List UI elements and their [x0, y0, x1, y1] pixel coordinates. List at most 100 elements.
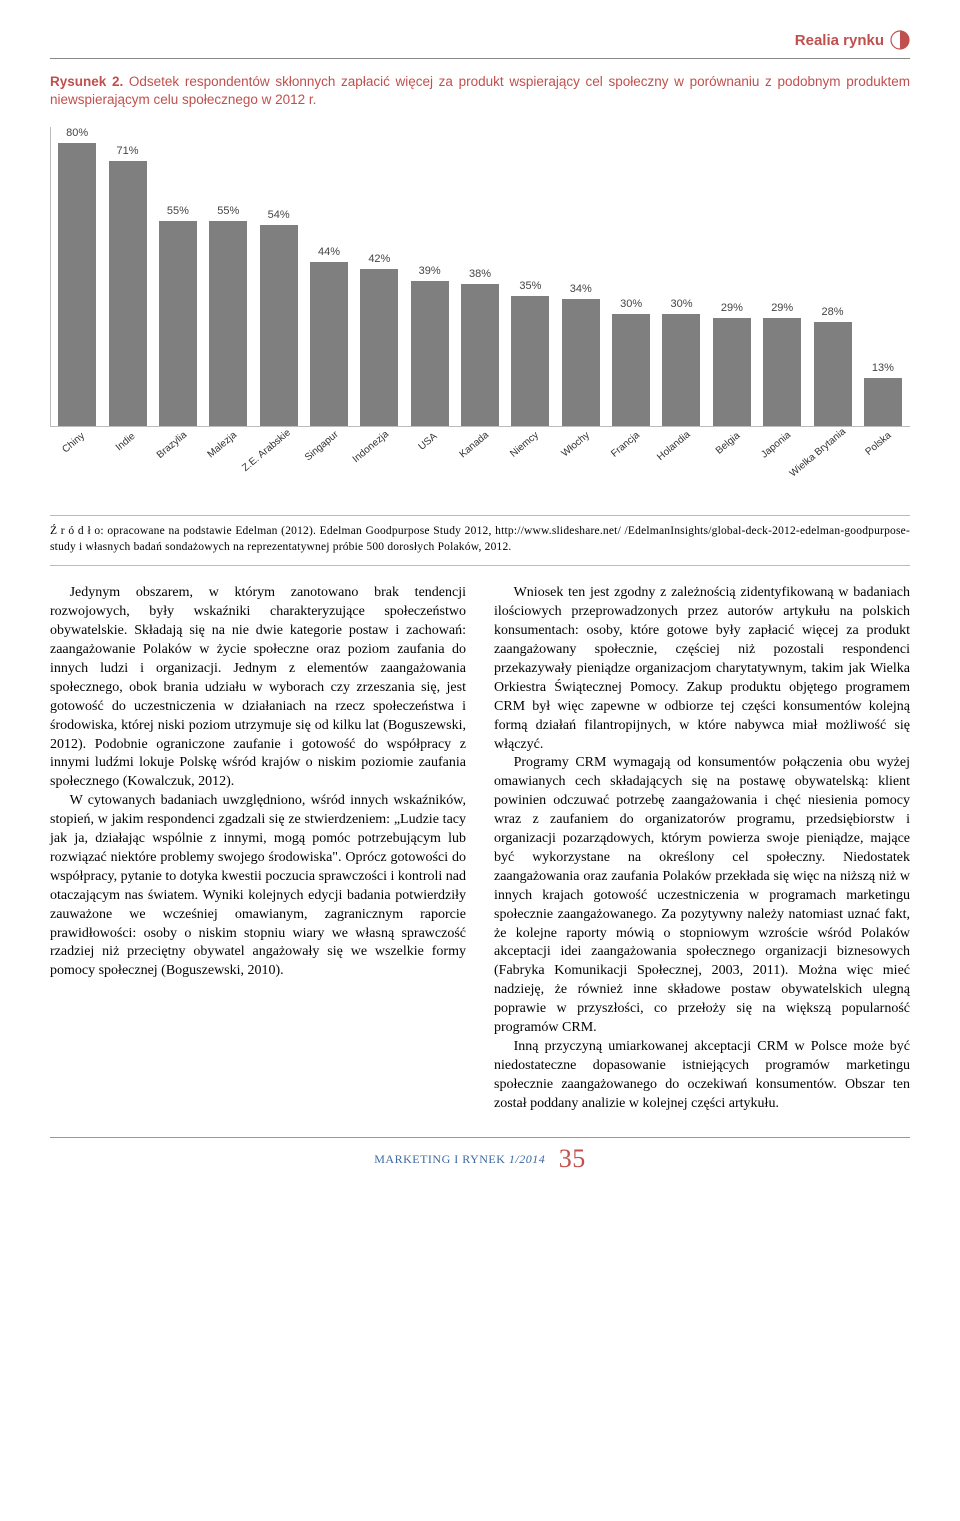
bar-value-label: 13% — [872, 362, 894, 374]
bar-value-label: 71% — [117, 145, 139, 157]
x-tick: Holandia — [658, 433, 704, 497]
bar-value-label: 54% — [268, 209, 290, 221]
bar-value-label: 42% — [368, 253, 390, 265]
bar-value-label: 30% — [620, 298, 642, 310]
figure-caption: Rysunek 2. Odsetek respondentów skłonnyc… — [50, 73, 910, 109]
divider — [50, 565, 910, 566]
bar-rect — [461, 284, 499, 426]
x-tick: Belgia — [709, 433, 755, 497]
bar-value-label: 55% — [167, 205, 189, 217]
source-note: Ź r ó d ł o: opracowane na podstawie Ede… — [50, 524, 910, 555]
x-tick-label: USA — [416, 431, 439, 453]
x-tick: Wielka Brytania — [809, 433, 855, 497]
bar-rect — [360, 269, 398, 426]
bar-rect — [310, 262, 348, 426]
paragraph: Programy CRM wymagają od konsumentów poł… — [494, 754, 910, 1037]
x-tick-label: Chiny — [61, 431, 88, 456]
bar-rect — [864, 378, 902, 427]
bar-rect — [814, 322, 852, 427]
x-tick-label: Malezja — [206, 430, 239, 461]
bar: 42% — [356, 127, 402, 426]
bar-value-label: 35% — [519, 280, 541, 292]
paragraph: W cytowanych badaniach uwzględniono, wśr… — [50, 792, 466, 981]
section-title: Realia rynku — [795, 32, 884, 49]
bar: 55% — [155, 127, 201, 426]
x-tick-label: Belgia — [714, 431, 742, 457]
bar-chart: 80% 71% 55% 55% 54% 44% 42% 39% 38% 35% 34% 30% 30% 2… — [50, 127, 910, 497]
chart-x-axis: Chiny Indie Brazylia Malezja Z.E. ArabskieSi… — [50, 427, 910, 497]
x-tick: USA — [407, 433, 453, 497]
bar-value-label: 80% — [66, 127, 88, 139]
chart-plot-area: 80% 71% 55% 55% 54% 44% 42% 39% 38% 35% 34% 30% 30% 2… — [50, 127, 910, 427]
figure-caption-text: Odsetek respondentów skłonnych zapłacić … — [50, 74, 910, 107]
x-tick-label: Francja — [609, 430, 642, 460]
bar: 28% — [809, 127, 855, 426]
bar: 39% — [407, 127, 453, 426]
x-tick-label: Polska — [863, 431, 893, 459]
x-tick: Indie — [104, 433, 150, 497]
x-tick-label: Singapur — [303, 430, 341, 464]
paragraph: Wniosek ten jest zgodny z zależnością zi… — [494, 584, 910, 754]
bar: 38% — [457, 127, 503, 426]
bar-rect — [109, 161, 147, 426]
x-tick-label: Japonia — [759, 430, 793, 461]
x-tick: Włochy — [558, 433, 604, 497]
bar-rect — [662, 314, 700, 426]
bar: 80% — [54, 127, 100, 426]
bar-value-label: 38% — [469, 268, 491, 280]
x-tick-label: Holandia — [656, 430, 693, 464]
bar-value-label: 34% — [570, 283, 592, 295]
x-tick: Z.E. Arabskie — [255, 433, 301, 497]
bar: 29% — [709, 127, 755, 426]
bar: 44% — [306, 127, 352, 426]
journal-name: MARKETING I RYNEK — [374, 1152, 505, 1166]
x-tick: Chiny — [54, 433, 100, 497]
bar-value-label: 29% — [721, 302, 743, 314]
x-tick: Kanada — [457, 433, 503, 497]
paragraph: Jedynym obszarem, w którym zanotowano br… — [50, 584, 466, 792]
x-tick-label: Indie — [113, 431, 137, 453]
body-text: Jedynym obszarem, w którym zanotowano br… — [50, 584, 910, 1113]
paragraph: Inną przyczyną umiarkowanej akceptacji C… — [494, 1038, 910, 1114]
bar-rect — [58, 143, 96, 426]
bar-value-label: 44% — [318, 246, 340, 258]
x-tick-label: Brazylia — [155, 430, 189, 461]
figure-label: Rysunek 2. — [50, 74, 123, 89]
bar-rect — [159, 221, 197, 427]
bar: 34% — [558, 127, 604, 426]
x-tick-label: Kanada — [458, 430, 491, 461]
bar-value-label: 30% — [670, 298, 692, 310]
bar: 54% — [255, 127, 301, 426]
droplet-icon — [890, 30, 910, 50]
bar-rect — [562, 299, 600, 426]
bar-rect — [411, 281, 449, 427]
x-tick: Singapur — [306, 433, 352, 497]
bar: 30% — [608, 127, 654, 426]
bar: 55% — [205, 127, 251, 426]
bar: 71% — [104, 127, 150, 426]
x-tick: Niemcy — [507, 433, 553, 497]
divider — [50, 58, 910, 59]
source-text: opracowane na podstawie Edelman (2012). … — [50, 525, 910, 553]
x-tick: Francja — [608, 433, 654, 497]
section-header: Realia rynku — [50, 30, 910, 50]
bar: 30% — [658, 127, 704, 426]
page-footer: MARKETING I RYNEK 1/2014 35 — [50, 1137, 910, 1174]
bar-rect — [209, 221, 247, 427]
divider — [50, 515, 910, 516]
bar-rect — [612, 314, 650, 426]
source-prefix: Ź r ó d ł o: — [50, 525, 107, 537]
x-tick-label: Indonezja — [351, 429, 391, 465]
bar-rect — [260, 225, 298, 427]
bar-rect — [763, 318, 801, 426]
x-tick: Brazylia — [155, 433, 201, 497]
bar-rect — [511, 296, 549, 427]
page-number: 35 — [559, 1144, 586, 1173]
bar-value-label: 29% — [771, 302, 793, 314]
x-tick: Indonezja — [356, 433, 402, 497]
bar: 13% — [860, 127, 906, 426]
bar: 35% — [507, 127, 553, 426]
issue-number: 1/2014 — [509, 1152, 545, 1166]
bar-value-label: 39% — [419, 265, 441, 277]
bar-rect — [713, 318, 751, 426]
